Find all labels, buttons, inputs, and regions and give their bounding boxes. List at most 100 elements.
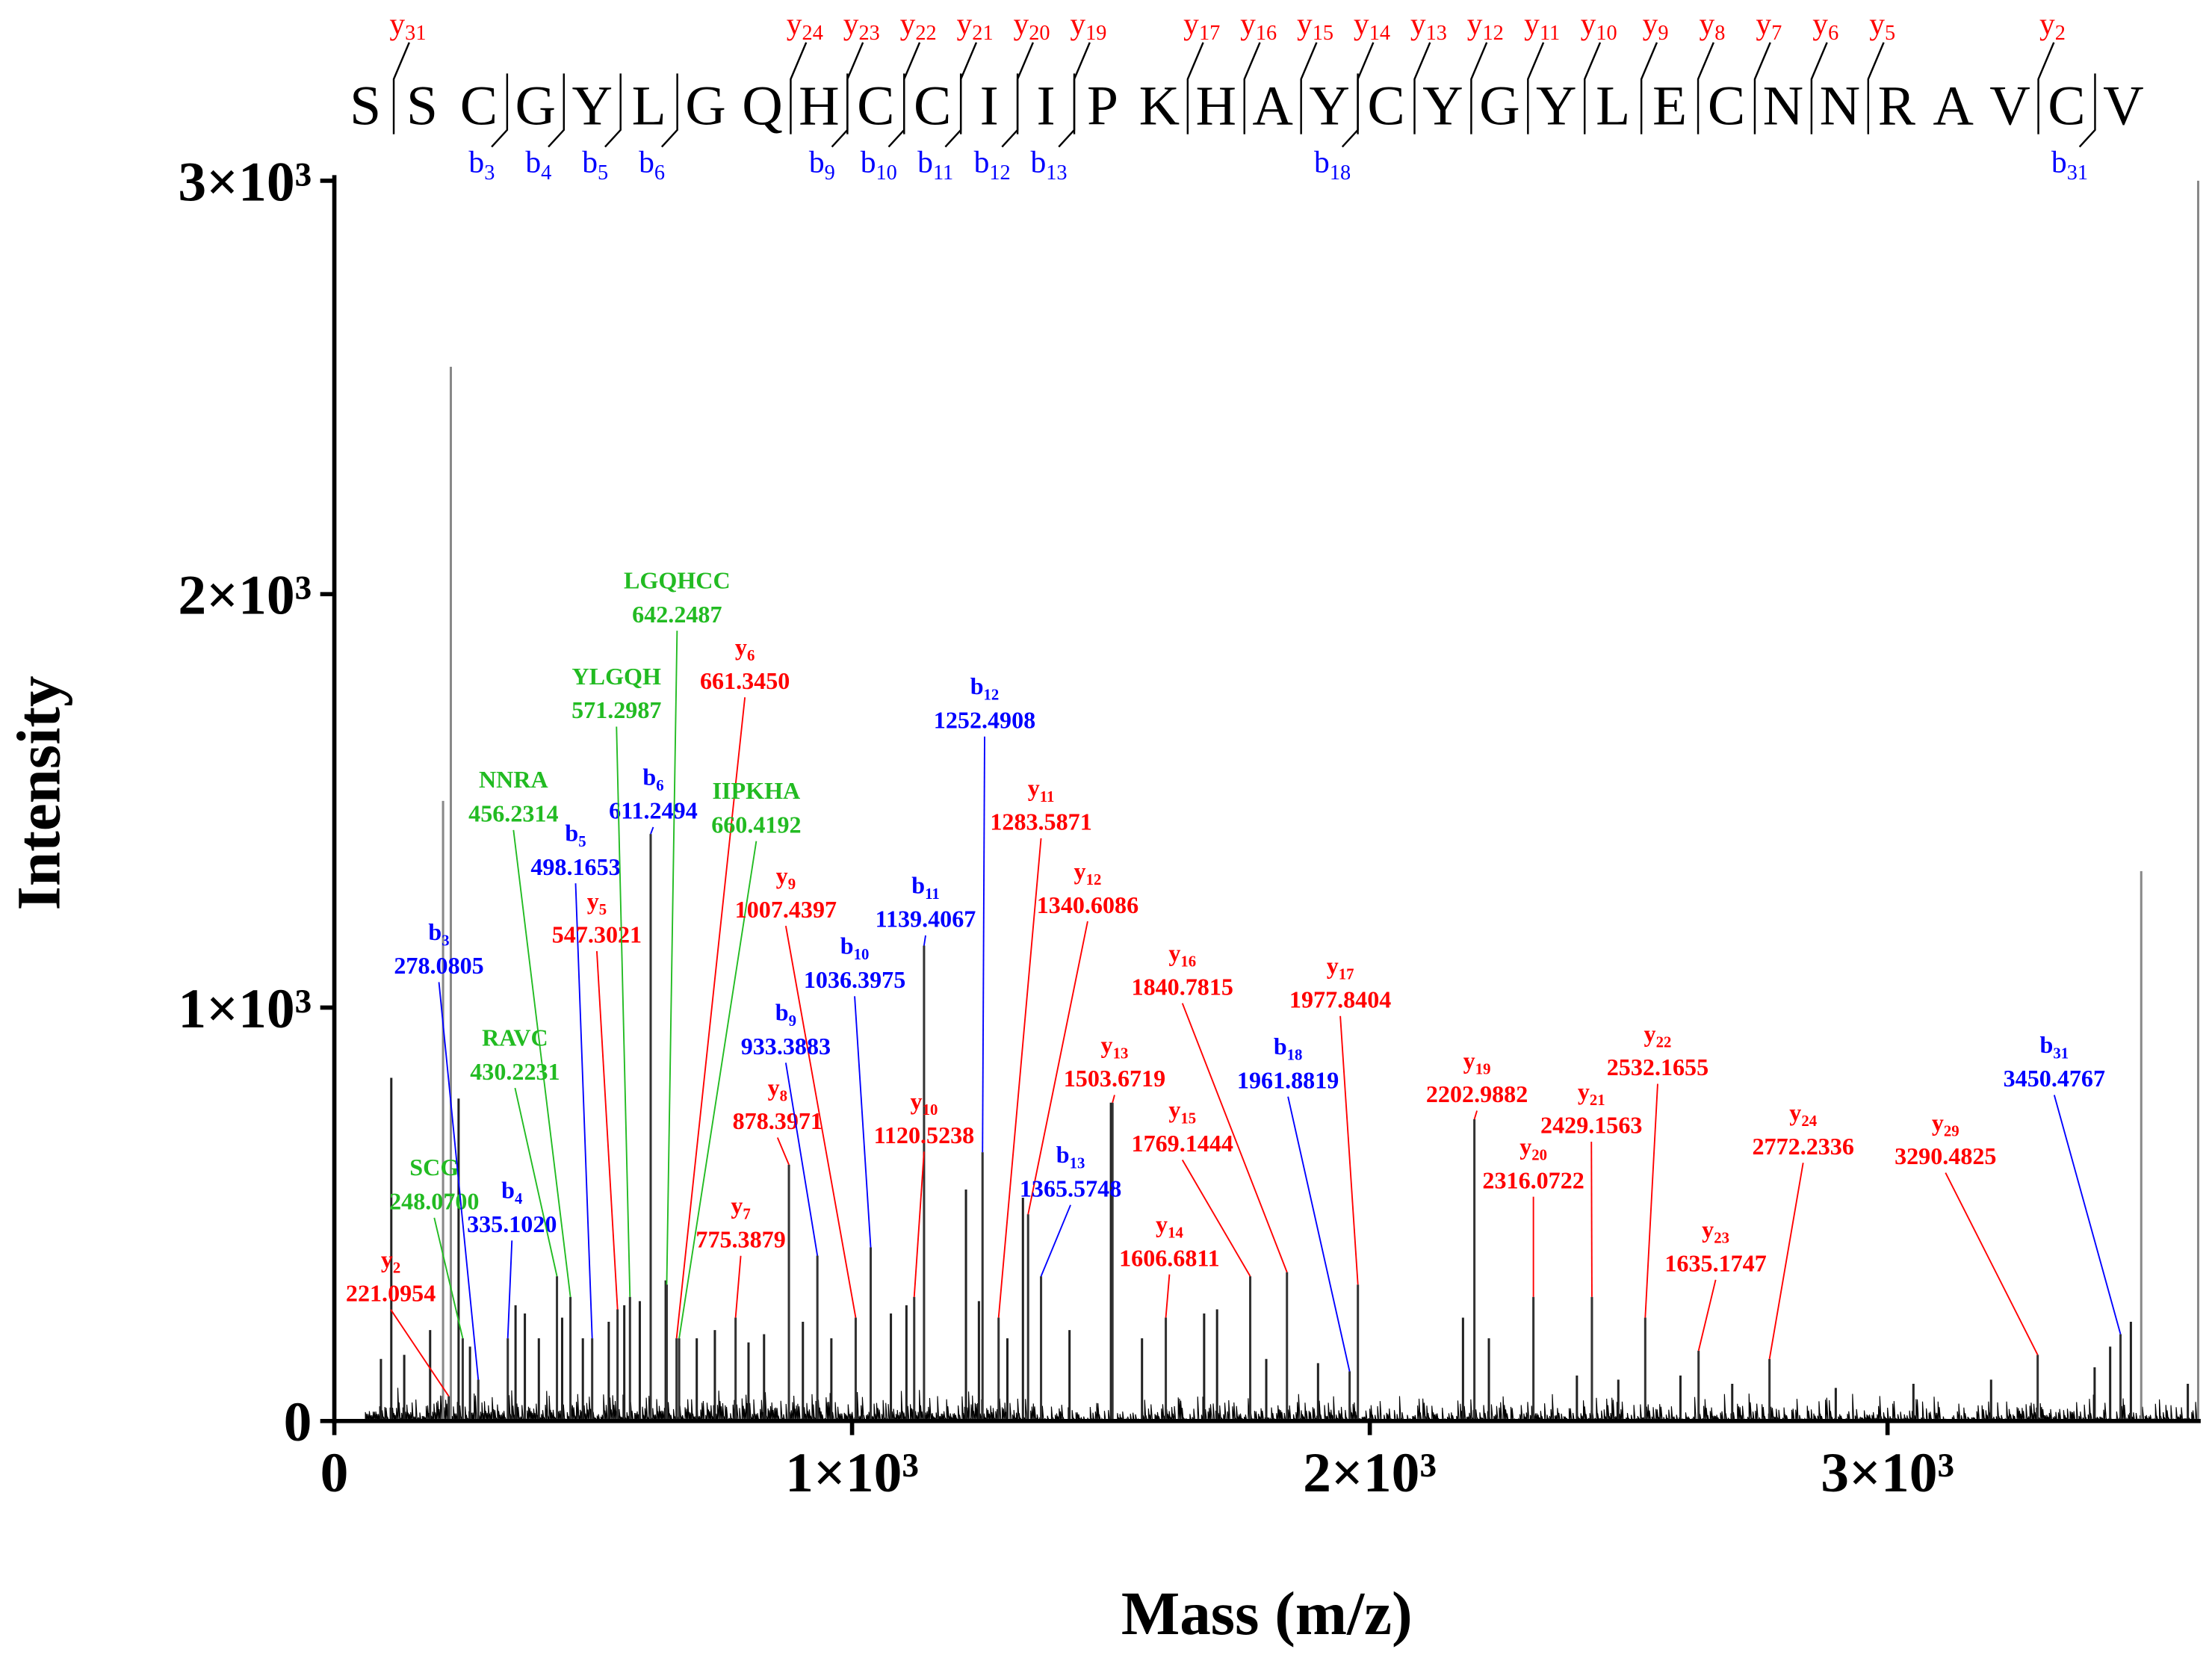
mz-label: 775.3879 <box>695 1225 785 1252</box>
ion-subscript: 11 <box>1040 788 1055 805</box>
mz-label: 335.1020 <box>467 1210 557 1237</box>
ion-name-label: b13 <box>1056 1141 1085 1172</box>
y-ion-label: y15 <box>1297 7 1333 46</box>
residue-letter: Y <box>1422 75 1463 137</box>
ion-subscript: 5 <box>599 901 607 918</box>
mz-label: 1840.7815 <box>1132 973 1233 1000</box>
ion-subscript: 24 <box>1801 1113 1817 1130</box>
b-ion-label: b4 <box>525 145 551 185</box>
y-ion-label: y31 <box>389 7 426 46</box>
ion-subscript: 13 <box>1070 1155 1085 1172</box>
ion-name-label: y21 <box>1578 1077 1605 1109</box>
residue-letter: G <box>515 75 557 137</box>
residue-letter: C <box>1708 75 1745 137</box>
mz-label: 571.2987 <box>571 696 661 723</box>
ion-subscript: 21 <box>972 22 993 45</box>
ion-subscript: 6 <box>1828 22 1838 45</box>
y-cleavage-marker <box>1470 42 1488 134</box>
ion-subscript: 12 <box>1483 22 1504 45</box>
y-cleavage-marker <box>1810 42 1828 134</box>
y-tick-label: 1×10³ <box>178 978 312 1040</box>
mz-label: 660.4192 <box>711 811 801 838</box>
mz-label: 933.3883 <box>741 1033 831 1060</box>
y-ion-label: y8 <box>1699 7 1725 46</box>
y-ion-label: y7 <box>1756 7 1782 46</box>
ion-subscript: 14 <box>1369 22 1390 45</box>
ion-name-label: y16 <box>1168 939 1196 971</box>
residue-letter: H <box>799 75 840 137</box>
b-ion-label: b31 <box>2051 145 2088 185</box>
leader-line <box>390 1309 450 1397</box>
b-ion-label: b5 <box>582 145 608 185</box>
b-ion-label: b3 <box>468 145 495 185</box>
ion-name-label: b6 <box>642 763 663 794</box>
ion-subscript: 12 <box>989 161 1010 185</box>
b-cleavage-marker <box>887 73 905 148</box>
ion-subscript: 5 <box>1885 22 1895 45</box>
x-axis-title: Mass (m/z) <box>1121 1579 1413 1648</box>
y-ion-label: y21 <box>957 7 994 46</box>
ion-subscript: 31 <box>2053 1045 2069 1062</box>
mz-label: 1283.5871 <box>990 808 1091 835</box>
y-ion-label: y24 <box>787 7 823 46</box>
ion-subscript: 2 <box>393 1260 400 1277</box>
ion-subscript: 9 <box>825 161 835 185</box>
ion-subscript: 9 <box>788 876 796 893</box>
y-ion-label: y14 <box>1354 7 1390 46</box>
ion-name-label: y22 <box>1644 1020 1672 1051</box>
mz-label: 661.3450 <box>700 667 790 694</box>
b-ion-label: b11 <box>917 145 953 185</box>
leader-line <box>1287 1096 1351 1372</box>
ion-subscript: 15 <box>1180 1110 1196 1127</box>
ion-subscript: 16 <box>1256 22 1277 45</box>
residue-letter: L <box>632 75 666 137</box>
mz-label: 430.2231 <box>470 1058 560 1085</box>
y-cleavage-marker <box>1413 42 1431 134</box>
b-ion-label: b10 <box>861 145 897 185</box>
b-cleavage-marker <box>660 73 678 148</box>
leader-line <box>1165 1274 1171 1318</box>
ion-subscript: 10 <box>1596 22 1617 45</box>
leader-line <box>1339 1015 1359 1285</box>
leader-line <box>650 826 654 835</box>
mz-label: 1977.8404 <box>1289 986 1391 1012</box>
ion-subscript: 11 <box>925 885 940 903</box>
mz-label: 2429.1563 <box>1540 1112 1642 1139</box>
leader-line <box>1112 1095 1115 1103</box>
ion-name-label: y15 <box>1168 1096 1196 1128</box>
ion-subscript: 4 <box>541 161 551 185</box>
y-cleavage-marker <box>790 42 808 134</box>
ion-subscript: 3 <box>442 932 449 949</box>
ion-subscript: 10 <box>923 1101 938 1119</box>
ion-name-label: b12 <box>970 672 1000 704</box>
mz-label: 1961.8819 <box>1237 1066 1339 1093</box>
residue-letter: A <box>1933 75 1974 137</box>
y-ion-label: y2 <box>2039 7 2066 46</box>
y-cleavage-marker <box>1186 42 1204 134</box>
mz-label: 456.2314 <box>468 800 558 827</box>
ion-subscript: 5 <box>578 833 586 850</box>
y-cleavage-marker <box>1300 42 1318 134</box>
ion-subscript: 2 <box>2055 22 2066 45</box>
residue-letter: G <box>685 75 726 137</box>
ion-subscript: 6 <box>747 647 755 664</box>
b-ion-label: b6 <box>639 145 665 185</box>
mz-label: 2532.1655 <box>1607 1054 1708 1080</box>
mz-label: 3450.4767 <box>2004 1065 2105 1092</box>
residue-letter: K <box>1139 75 1180 137</box>
b-cleavage-marker <box>1341 73 1359 148</box>
ion-name-label: y24 <box>1789 1099 1817 1130</box>
mz-label: 547.3021 <box>552 921 642 948</box>
leader-line <box>2053 1095 2122 1334</box>
y-ion-label: y12 <box>1467 7 1504 46</box>
ion-name-label: NNRA <box>479 766 548 793</box>
leader-line <box>574 883 593 1339</box>
y-cleavage-marker <box>1016 42 1035 134</box>
leader-line <box>784 1063 819 1256</box>
residue-letter: S <box>350 75 381 137</box>
leader-line <box>1181 1003 1288 1272</box>
ion-name-label: y6 <box>735 634 755 665</box>
residue-letter: C <box>2048 75 2085 137</box>
x-tick-label: 1×10³ <box>785 1442 919 1504</box>
